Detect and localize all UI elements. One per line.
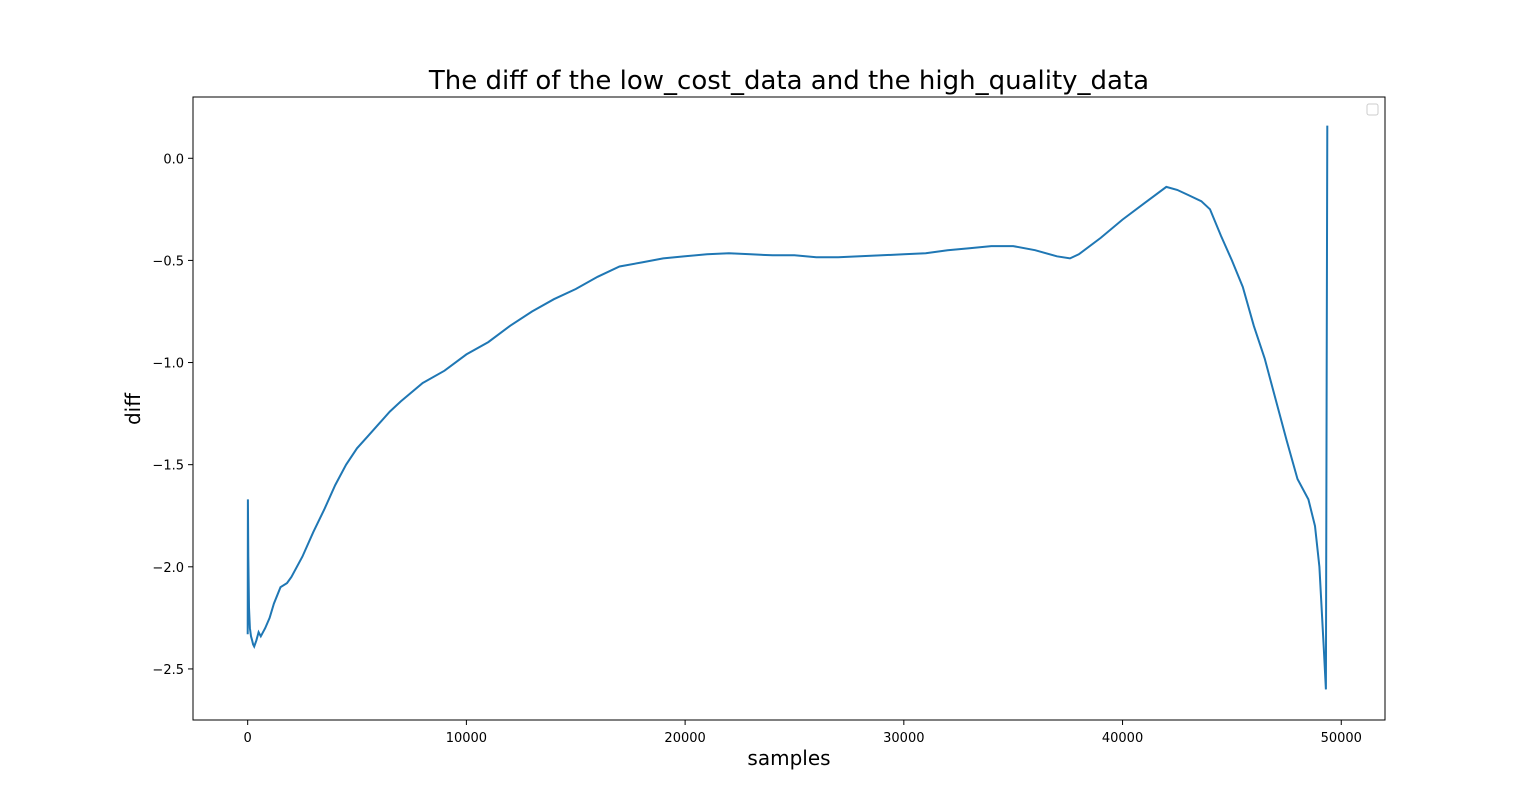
x-tick-label: 50000	[1321, 731, 1362, 746]
legend-box	[1366, 103, 1379, 116]
y-tick-label: −2.0	[152, 561, 184, 576]
y-tick-label: −1.0	[152, 357, 184, 372]
x-tick-label: 20000	[664, 731, 705, 746]
y-tick-label: −1.5	[152, 459, 184, 474]
x-tick-label: 30000	[883, 731, 924, 746]
chart-title: The diff of the low_cost_data and the hi…	[428, 66, 1149, 96]
series-line	[246, 125, 1329, 690]
x-axis-label: samples	[747, 746, 830, 770]
plot-area-frame	[192, 96, 1386, 721]
x-tick-label: 0	[244, 731, 252, 746]
y-tick-label: 0.0	[163, 152, 184, 167]
x-tick-label: 10000	[446, 731, 487, 746]
y-tick-label: −0.5	[152, 254, 184, 269]
x-tick-label: 40000	[1102, 731, 1143, 746]
y-tick-label: −2.5	[152, 663, 184, 678]
y-axis-label: diff	[121, 392, 145, 425]
